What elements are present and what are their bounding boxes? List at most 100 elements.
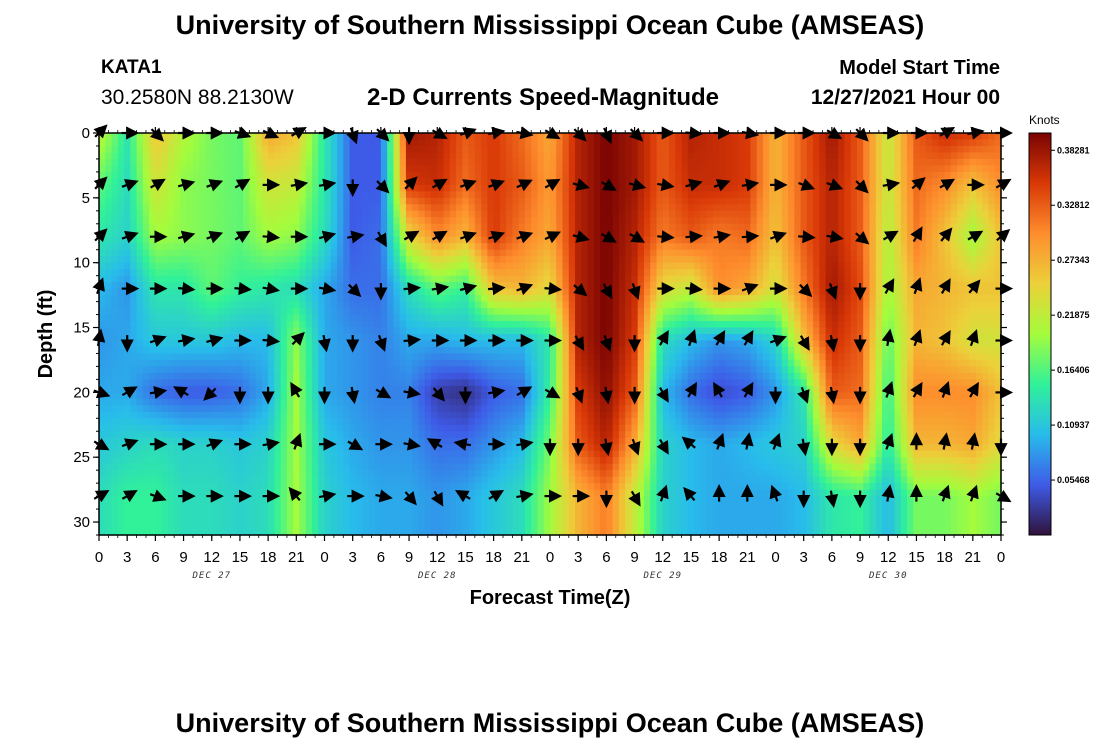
heat-cell bbox=[700, 230, 708, 238]
heat-cell bbox=[650, 191, 658, 199]
heat-cell bbox=[105, 223, 113, 231]
heat-cell bbox=[762, 275, 770, 283]
heat-cell bbox=[167, 346, 175, 355]
heat-cell bbox=[618, 353, 626, 361]
heat-cell bbox=[337, 197, 344, 205]
heat-cell bbox=[869, 282, 877, 290]
heat-cell bbox=[430, 262, 438, 270]
heat-cell bbox=[982, 145, 990, 154]
heat-cell bbox=[919, 262, 927, 270]
heat-cell bbox=[462, 314, 470, 322]
heat-cell bbox=[975, 145, 983, 154]
heat-cell bbox=[888, 301, 896, 309]
heat-cell bbox=[606, 152, 614, 160]
heat-cell bbox=[437, 139, 445, 147]
heat-cell bbox=[994, 262, 1002, 270]
heat-cell bbox=[130, 314, 138, 322]
heat-cell bbox=[719, 308, 726, 316]
heat-cell bbox=[606, 334, 614, 342]
heat-cell bbox=[299, 139, 307, 147]
heat-cell bbox=[612, 145, 620, 154]
heat-cell bbox=[218, 275, 225, 283]
heat-cell bbox=[806, 210, 814, 218]
heat-cell bbox=[643, 314, 651, 322]
heat-cell bbox=[249, 217, 257, 225]
heat-cell bbox=[932, 321, 939, 329]
heat-cell bbox=[249, 275, 257, 283]
heat-cell bbox=[788, 210, 795, 218]
heat-cell bbox=[938, 327, 946, 335]
heat-cell bbox=[982, 334, 990, 342]
heat-cell bbox=[280, 288, 288, 296]
heat-cell bbox=[343, 249, 351, 257]
heat-cell bbox=[167, 308, 175, 316]
heat-cell bbox=[719, 223, 726, 231]
heat-cell bbox=[268, 152, 275, 160]
heat-cell bbox=[600, 269, 607, 277]
heat-cell bbox=[512, 269, 520, 277]
heat-cell bbox=[656, 275, 664, 283]
heat-cell bbox=[424, 210, 432, 218]
heat-cell bbox=[99, 204, 106, 212]
heat-cell bbox=[499, 314, 507, 322]
heat-cell bbox=[155, 314, 163, 322]
heat-cell bbox=[687, 262, 695, 270]
heat-cell bbox=[825, 171, 833, 179]
heat-cell bbox=[737, 210, 745, 218]
heat-cell bbox=[512, 282, 520, 290]
heat-cell bbox=[412, 223, 420, 231]
heat-cell bbox=[856, 210, 864, 218]
heat-cell bbox=[581, 243, 589, 251]
heat-cell bbox=[750, 314, 758, 322]
heat-cell bbox=[875, 314, 883, 322]
heat-cell bbox=[781, 210, 789, 218]
heat-cell bbox=[430, 152, 438, 160]
heat-cell bbox=[99, 184, 106, 192]
heat-cell bbox=[142, 210, 150, 218]
heat-cell bbox=[224, 217, 232, 225]
heat-cell bbox=[243, 262, 250, 270]
heat-cell bbox=[318, 346, 326, 355]
heat-cell bbox=[318, 145, 326, 154]
heat-cell bbox=[643, 158, 651, 167]
heat-cell bbox=[512, 301, 520, 309]
heat-cell bbox=[443, 165, 451, 173]
heat-cell bbox=[950, 152, 958, 160]
heat-cell bbox=[656, 262, 664, 270]
heat-cell bbox=[186, 327, 194, 335]
heat-cell bbox=[337, 236, 344, 244]
heat-cell bbox=[625, 145, 633, 154]
heat-cell bbox=[600, 152, 607, 160]
heat-cell bbox=[192, 145, 200, 154]
heat-cell bbox=[600, 197, 607, 205]
heat-cell bbox=[844, 314, 852, 322]
heat-cell bbox=[762, 184, 770, 192]
heat-cell bbox=[932, 184, 939, 192]
heat-cell bbox=[643, 249, 651, 257]
heat-cell bbox=[988, 340, 996, 348]
heat-cell bbox=[957, 158, 965, 167]
heat-cell bbox=[117, 230, 125, 238]
heat-cell bbox=[299, 308, 307, 316]
heat-cell bbox=[124, 321, 131, 329]
heat-cell bbox=[437, 236, 445, 244]
heat-cell bbox=[994, 204, 1002, 212]
heat-cell bbox=[656, 133, 664, 141]
heat-cell bbox=[681, 178, 689, 186]
heat-cell bbox=[543, 256, 551, 264]
heat-cell bbox=[762, 178, 770, 186]
heat-cell bbox=[863, 308, 871, 316]
heat-cell bbox=[925, 158, 933, 167]
heat-cell bbox=[612, 217, 620, 225]
heat-cell bbox=[399, 158, 407, 167]
heat-cell bbox=[111, 171, 119, 179]
heat-cell bbox=[737, 243, 745, 251]
heat-cell bbox=[124, 139, 131, 147]
heat-cell bbox=[449, 171, 457, 179]
heat-cell bbox=[963, 178, 971, 186]
heat-cell bbox=[280, 314, 288, 322]
heat-cell bbox=[186, 191, 194, 199]
heat-cell bbox=[481, 340, 488, 348]
heat-cell bbox=[963, 236, 971, 244]
heat-cell bbox=[481, 165, 488, 173]
